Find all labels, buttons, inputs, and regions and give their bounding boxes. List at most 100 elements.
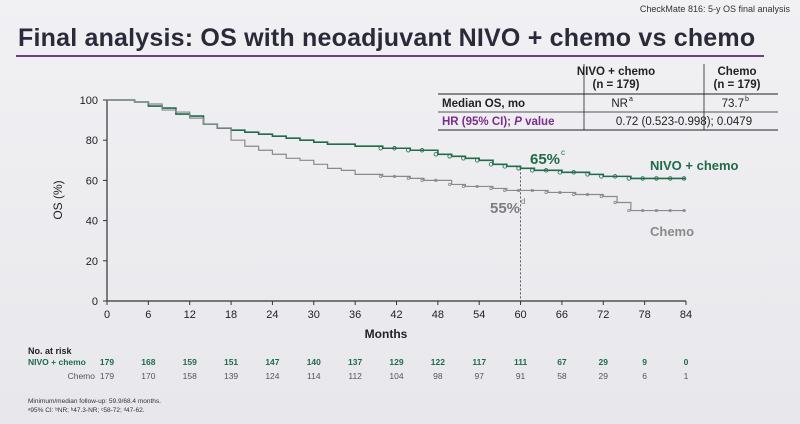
nivo-censor-mark (447, 154, 452, 159)
nivo-censor-mark (612, 174, 618, 179)
x-tick-label: 84 (680, 309, 692, 321)
risk-count: 124 (265, 371, 279, 381)
risk-count: 168 (141, 357, 155, 367)
risk-count: 29 (599, 371, 609, 381)
y-axis-title: OS (%) (51, 180, 65, 219)
stats-median-chemo-sup: b (745, 96, 749, 103)
risk-count: 67 (557, 357, 567, 367)
x-tick-label: 78 (639, 309, 651, 321)
x-tick-label: 30 (308, 309, 320, 321)
risk-count: 104 (389, 371, 403, 381)
stats-hr-label: HR (95% CI); P value (442, 116, 554, 128)
y-tick-label: 80 (86, 135, 98, 147)
chemo-censor-mark (503, 188, 507, 193)
chemo-censor-mark (420, 178, 424, 182)
chemo-censor-mark (641, 208, 645, 213)
nivo-censor-mark (406, 148, 411, 153)
risk-count: 179 (100, 357, 114, 367)
stats-col1-line2: (n = 179) (593, 79, 640, 91)
stats-col1-line1: NIVO + chemo (577, 66, 655, 78)
stats-median-nivo-sup: a (629, 96, 633, 103)
x-axis-title: Months (365, 327, 408, 341)
risk-row-label-nivo: NIVO + chemo (28, 357, 86, 367)
risk-count: 9 (642, 357, 647, 367)
risk-count: 98 (433, 371, 443, 381)
chemo-censor-mark (599, 194, 603, 199)
stats-median-label: Median OS, mo (442, 98, 525, 110)
x-tick-label: 36 (349, 309, 361, 321)
nivo-censor-mark (461, 156, 466, 161)
chemo-censor-mark (448, 182, 452, 187)
risk-count: 179 (100, 371, 114, 381)
chemo-censor-mark (379, 174, 383, 178)
risk-table: No. at risk NIVO + chemo Chemo 179 168 159… (28, 346, 689, 381)
nivo-series-label: NIVO + chemo (650, 158, 739, 173)
x-tick-label: 60 (514, 309, 526, 321)
risk-count: 91 (516, 371, 526, 381)
chemo-censor-mark (682, 208, 686, 213)
chemo-censor-mark (516, 188, 521, 193)
nivo-censor-mark (557, 170, 563, 175)
nivo-censor-mark (378, 146, 383, 151)
nivo-censor-mark (571, 170, 576, 175)
nivo-censor-mark (433, 152, 439, 157)
y-tick-label: 40 (86, 216, 98, 228)
chemo-censor-mark (668, 208, 672, 213)
chemo-censor-mark (558, 190, 562, 195)
footnote-ci: ᵃ95% CI: ᵇNR; ᵇ47.3-NR; ᶜ58-72; ᵈ47-62. (28, 407, 145, 414)
y-tick-label: 0 (92, 296, 98, 308)
chemo-censor-mark (406, 176, 410, 180)
risk-count: 1 (684, 371, 689, 381)
chemo-censor-mark (489, 186, 493, 191)
chemo-censor-mark (392, 174, 397, 178)
risk-table-title: No. at risk (28, 346, 73, 356)
nivo-censor-mark (640, 176, 645, 181)
x-tick-label: 12 (184, 309, 196, 321)
risk-count: 29 (599, 357, 609, 367)
slide-title: Final analysis: OS with neoadjuvant NIVO… (18, 24, 756, 52)
risk-count: 6 (642, 371, 647, 381)
chemo-censor-mark (434, 178, 438, 182)
nivo-censor-mark (475, 158, 480, 163)
y-tick-label: 60 (86, 175, 98, 187)
nivo-censor-mark (681, 176, 687, 181)
nivo-censor-mark (530, 168, 535, 173)
footnote-followup: Minimum/median follow-up: 59.9/68.4 mont… (28, 398, 161, 405)
x-tick-label: 66 (556, 309, 568, 321)
nivo-censor-mark (585, 172, 590, 177)
risk-count: 137 (348, 357, 362, 367)
risk-count: 114 (307, 371, 321, 381)
nivo-censor-mark (516, 166, 521, 171)
stats-median-chemo: 73.7 (722, 98, 744, 110)
risk-count: 170 (141, 371, 155, 381)
chemo-censor-mark (530, 188, 534, 193)
risk-count: 122 (431, 357, 445, 367)
chemo-censor-mark (572, 192, 576, 197)
nivo-landmark-sup: c (561, 148, 565, 157)
chemo-censor-mark (613, 200, 617, 205)
x-tick-label: 6 (145, 309, 151, 321)
x-tick-label: 42 (390, 309, 402, 321)
risk-count: 0 (684, 357, 689, 367)
x-tick-label: 24 (266, 309, 278, 321)
slide-corner-label: CheckMate 816: 5-y OS final analysis (639, 4, 790, 14)
risk-count: 111 (514, 357, 528, 367)
stats-median-nivo: NR (611, 98, 628, 110)
nivo-censor-mark (419, 148, 425, 153)
chart-curves (107, 99, 687, 213)
nivo-censor-mark (599, 174, 604, 179)
nivo-censor-mark (626, 176, 632, 181)
stats-col2-line2: (n = 179) (714, 79, 761, 91)
nivo-censor-mark (654, 176, 659, 181)
chemo-landmark-sup: d (521, 197, 525, 206)
stats-col2-line1: Chemo (718, 66, 757, 78)
risk-count: 112 (348, 371, 362, 381)
nivo-censor-mark (392, 146, 397, 151)
risk-count: 159 (183, 357, 197, 367)
chemo-censor-mark (654, 208, 659, 213)
chemo-landmark-pct: 55% (490, 200, 520, 217)
chemo-censor-mark (544, 190, 548, 195)
risk-count: 97 (474, 371, 484, 381)
risk-count: 58 (557, 371, 567, 381)
